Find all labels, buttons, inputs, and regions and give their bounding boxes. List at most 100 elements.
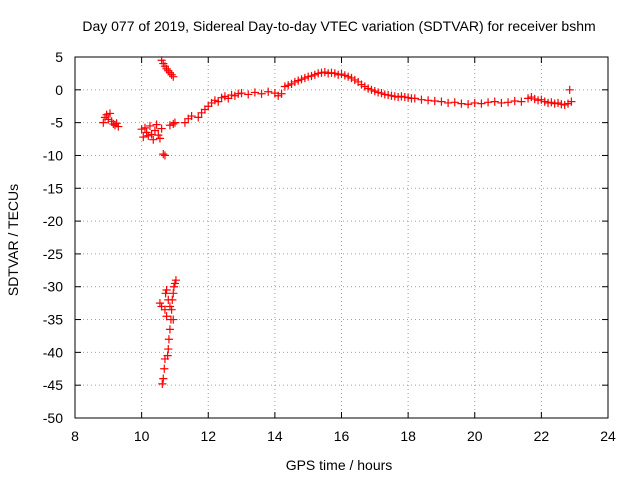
data-point: [320, 67, 329, 77]
y-tick-label: -50: [43, 410, 63, 426]
data-point: [197, 108, 206, 117]
data-point: [444, 98, 453, 108]
grid: [75, 57, 608, 418]
data-point: [530, 94, 539, 104]
data-point: [160, 305, 170, 314]
data-point: [140, 123, 150, 132]
y-tick-label: 5: [55, 49, 63, 65]
data-point: [390, 92, 399, 101]
data-point: [169, 315, 178, 324]
data-point: [257, 89, 266, 98]
data-point: [330, 69, 339, 78]
data-point: [160, 151, 170, 160]
data-point: [517, 97, 526, 106]
data-point: [99, 118, 108, 127]
data-point: [145, 121, 155, 131]
data-point: [377, 89, 386, 98]
x-tick-label: 12: [200, 428, 216, 444]
data-point: [280, 82, 289, 91]
data-point: [250, 88, 259, 97]
y-tick-label: -10: [43, 147, 63, 163]
data-point: [147, 130, 156, 139]
data-point: [307, 71, 316, 81]
data-point: [340, 71, 349, 80]
data-point: [533, 96, 543, 105]
data-point: [290, 77, 299, 87]
data-point: [224, 94, 233, 103]
data-point: [155, 134, 165, 143]
data-point: [150, 126, 160, 135]
data-point: [109, 119, 118, 129]
data-point: [284, 81, 293, 90]
data-point: [234, 89, 243, 98]
data-point: [344, 72, 353, 81]
data-point: [367, 85, 376, 94]
data-point: [149, 135, 158, 144]
data-point: [314, 69, 323, 78]
data-point: [483, 98, 493, 107]
data-point: [137, 125, 146, 134]
data-point: [550, 99, 559, 108]
y-tick-label: -40: [43, 344, 63, 360]
data-point: [490, 97, 499, 106]
data-point: [327, 68, 336, 77]
x-tick-label: 16: [334, 428, 350, 444]
data-point: [430, 96, 439, 106]
y-tick-label: -25: [43, 246, 63, 262]
data-point: [155, 299, 165, 308]
data-point: [463, 100, 473, 109]
data-point: [264, 87, 273, 96]
data-point: [102, 110, 111, 119]
data-point: [387, 91, 396, 100]
data-point: [370, 87, 379, 96]
data-point: [477, 99, 486, 108]
data-point: [217, 93, 226, 102]
data-point: [400, 92, 409, 102]
data-point: [397, 92, 406, 101]
data-point: [162, 285, 171, 295]
y-tick-label: -35: [43, 312, 63, 328]
data-point: [450, 98, 459, 107]
data-point: [187, 111, 196, 121]
y-tick-label: -30: [43, 279, 63, 295]
data-point: [297, 75, 306, 84]
data-point: [160, 364, 169, 373]
y-tick-label: -15: [43, 180, 63, 196]
data-point: [158, 379, 167, 388]
data-point: [300, 73, 309, 83]
data-point: [310, 70, 319, 79]
x-tick-label: 8: [71, 428, 79, 444]
data-point: [170, 279, 180, 288]
data-point: [210, 96, 220, 105]
data-point: [404, 93, 413, 102]
data-point: [364, 84, 373, 93]
y-tick-label: 0: [55, 82, 63, 98]
data-point: [165, 325, 175, 334]
data-point: [159, 374, 168, 383]
data-point: [159, 150, 168, 159]
data-point: [294, 76, 303, 85]
data-point: [470, 98, 479, 108]
data-point: [204, 102, 213, 111]
data-point: [437, 97, 446, 106]
data-point: [170, 118, 180, 127]
data-point: [157, 56, 166, 65]
x-axis-label: GPS time / hours: [286, 457, 393, 473]
data-point: [157, 124, 166, 133]
data-point: [169, 282, 179, 291]
data-point: [567, 97, 576, 106]
data-point: [565, 85, 574, 94]
data-point: [164, 335, 174, 344]
data-point: [157, 302, 166, 311]
data-point: [237, 89, 246, 98]
x-tick-label: 18: [400, 428, 416, 444]
data-point: [334, 70, 343, 79]
data-point: [380, 90, 389, 99]
data-point: [165, 302, 175, 311]
y-tick-label: -5: [51, 115, 64, 131]
y-tick-label: -45: [43, 377, 63, 393]
data-point: [560, 100, 569, 110]
axis-ticks: 8 10 12 14 16 18 20 22 24 5 0 -5 -10 -15 -20 -25 -30 -35 -…: [43, 49, 616, 444]
data-point: [457, 99, 466, 108]
